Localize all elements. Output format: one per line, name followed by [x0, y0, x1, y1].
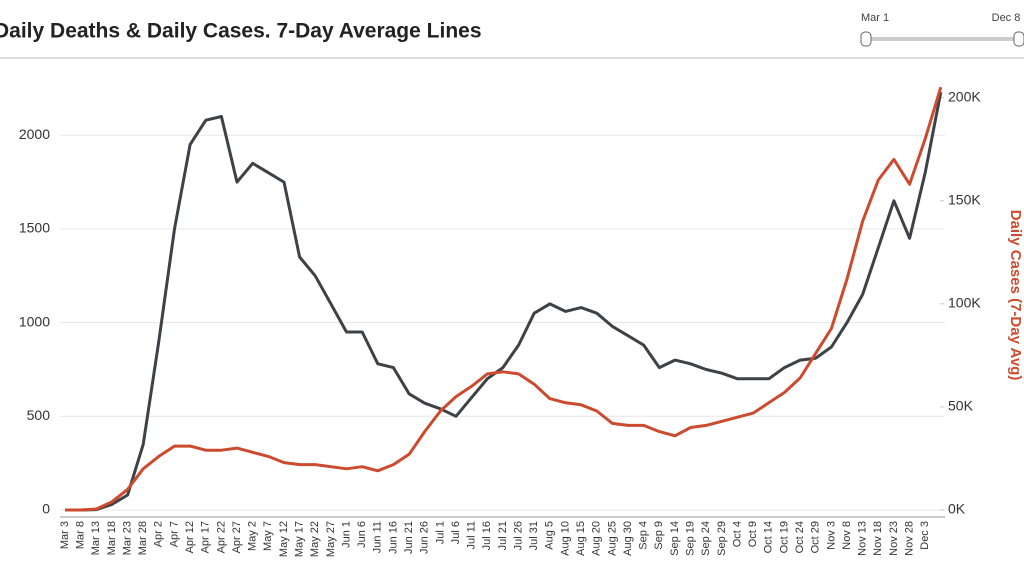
x-tick-label: Jul 1 [434, 521, 446, 544]
x-tick-label: Oct 24 [794, 521, 806, 553]
x-tick-label: May 12 [278, 521, 290, 557]
slider-handle-end[interactable] [1013, 31, 1024, 47]
x-tick-label: Aug 25 [606, 521, 618, 556]
x-tick-label: Mar 18 [106, 521, 118, 555]
x-tick-label: Oct 29 [810, 521, 822, 553]
x-tick-label: Sep 29 [716, 521, 728, 556]
x-tick-label: Mar 8 [75, 521, 87, 549]
x-tick-label: Jun 11 [372, 521, 384, 553]
x-tick-label: Nov 13 [857, 521, 869, 556]
x-tick-label: Oct 4 [731, 521, 743, 547]
slider-end-label: Dec 8 [992, 12, 1021, 24]
x-tick-label: Aug 15 [575, 521, 587, 556]
x-tick-label: Nov 8 [841, 521, 853, 550]
x-tick-label: Aug 10 [559, 521, 571, 556]
x-tick-label: Sep 24 [700, 521, 712, 556]
x-tick-label: May 2 [247, 521, 259, 551]
x-tick-label: Jul 26 [512, 521, 524, 550]
x-tick-label: Jul 16 [481, 521, 493, 550]
x-tick-label: Apr 17 [200, 521, 212, 553]
y-tick-label: 1000 [19, 313, 50, 329]
y2-tick-label: 200K [948, 88, 981, 104]
y-tick-label: 1500 [19, 220, 50, 236]
x-tick-label: Apr 2 [153, 521, 165, 547]
x-tick-label: Mar 13 [90, 521, 102, 555]
x-tick-label: May 7 [262, 521, 274, 551]
x-tick-label: Sep 9 [653, 521, 665, 550]
x-tick-label: Sep 4 [638, 521, 650, 550]
slider-handle-start[interactable] [860, 31, 872, 47]
series-line [65, 86, 943, 512]
y-tick-label: 0 [42, 501, 50, 517]
x-tick-label: Aug 30 [622, 521, 634, 556]
x-tick-label: Mar 3 [59, 521, 71, 549]
x-tick-label: May 17 [294, 521, 306, 557]
x-tick-label: Sep 14 [669, 521, 681, 556]
x-tick-label: Aug 5 [544, 521, 556, 550]
x-tick-label: Mar 23 [121, 521, 133, 555]
x-tick-label: Sep 19 [685, 521, 697, 556]
x-tick-label: Mar 28 [137, 521, 149, 555]
y2-axis-label: Daily Cases (7-Day Avg) [1007, 210, 1024, 381]
x-tick-label: Jul 21 [497, 521, 509, 550]
x-tick-label: Jun 6 [356, 521, 368, 548]
y2-tick-label: 0K [948, 501, 966, 517]
chart-title: Daily Deaths & Daily Cases. 7-Day Averag… [0, 20, 482, 43]
x-tick-label: Oct 19 [778, 521, 790, 553]
x-tick-label: Jun 1 [340, 521, 352, 548]
x-tick-label: Nov 23 [888, 521, 900, 556]
x-tick-label: Nov 28 [903, 521, 915, 556]
x-tick-label: Nov 3 [825, 521, 837, 550]
x-tick-label: Nov 18 [872, 521, 884, 556]
x-tick-label: Dec 3 [919, 521, 931, 550]
x-tick-label: Oct 14 [763, 521, 775, 553]
x-tick-label: Apr 12 [184, 521, 196, 553]
y-tick-label: 500 [27, 407, 51, 423]
x-tick-label: Apr 7 [168, 521, 180, 547]
x-tick-label: Jun 21 [403, 521, 415, 554]
y2-tick-label: 100K [948, 294, 981, 310]
x-tick-label: Jun 26 [419, 521, 431, 554]
x-tick-label: May 22 [309, 521, 321, 557]
x-tick-label: Jun 16 [387, 521, 399, 554]
series-line [65, 91, 943, 512]
x-tick-label: Oct 9 [747, 521, 759, 547]
slider-start-label: Mar 1 [861, 12, 889, 24]
y-tick-label: 2000 [19, 126, 50, 142]
x-tick-label: Jul 31 [528, 521, 540, 550]
x-tick-label: Aug 20 [591, 521, 603, 556]
x-tick-label: May 27 [325, 521, 337, 557]
x-tick-label: Apr 22 [215, 521, 227, 553]
y2-tick-label: 150K [948, 191, 981, 207]
x-tick-label: Apr 27 [231, 521, 243, 553]
x-tick-label: Jul 11 [466, 521, 478, 550]
y2-tick-label: 50K [948, 398, 974, 414]
x-tick-label: Jul 6 [450, 521, 462, 544]
